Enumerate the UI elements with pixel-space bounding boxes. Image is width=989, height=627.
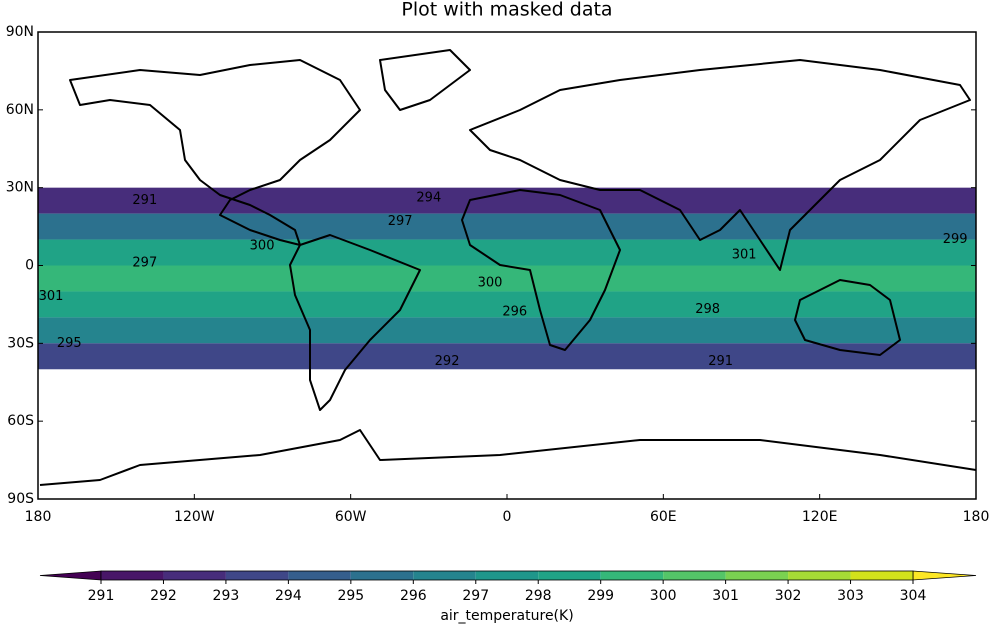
field-band [38,213,976,240]
contour-label: 291 [708,354,733,369]
y-tick-label: 60S [7,413,34,429]
colorbar-tick-label: 291 [88,588,115,604]
x-tick-label: 180 [963,509,989,525]
contour-label: 295 [57,336,82,351]
colorbar-tick-label: 302 [775,588,802,604]
colorbar-tick-label: 298 [525,588,552,604]
colorbar-swatch [475,571,539,580]
colorbar-tick-label: 303 [837,588,864,604]
x-tick-label: 120E [802,509,838,525]
colorbar-swatch [288,571,351,580]
greenland [379,49,471,111]
field-band [38,187,976,214]
colorbar-swatch [413,571,476,580]
y-tick-label: 90S [7,491,34,507]
colorbar-label: air_temperature(K) [440,608,573,624]
contour-label: 292 [435,354,460,369]
y-tick-label: 90N [6,24,34,40]
contour-label: 296 [502,305,527,320]
chart-title: Plot with masked data [401,0,612,21]
field-band [38,291,976,318]
colorbar-swatch [350,571,414,580]
contour-label: 297 [132,255,157,270]
contour-label: 291 [132,193,157,208]
field-band [38,239,976,266]
field-band [38,343,976,370]
contour-label: 301 [732,248,757,263]
colorbar-swatch [538,571,601,580]
field-band [38,265,976,292]
x-tick-label: 60W [335,509,367,525]
colorbar-swatch [850,571,913,580]
colorbar-tick-label: 297 [462,588,489,604]
colorbar-tick-label: 294 [275,588,302,604]
contour-label: 300 [478,275,503,290]
axes: 180 120W 60W 0 60E 120E 180 90N 60N 30N 0 30S 60S 90S [6,24,989,525]
contour-label: 300 [250,239,275,254]
field-band [38,317,976,344]
contour-label: 301 [39,289,64,304]
colorbar: 291 292 293 294 295 296 297 298 299 300 301 302 303 3… [39,570,977,624]
colorbar-swatch [101,571,164,580]
contour-label: 294 [416,191,441,206]
colorbar-tick-label: 293 [213,588,240,604]
y-tick-label: 30S [7,335,34,351]
y-tick-label: 60N [6,102,34,118]
colorbar-over [912,570,977,581]
colorbar-outline [100,570,914,581]
colorbar-swatch [163,571,226,580]
contour-label: 299 [943,232,968,247]
eurasia [469,59,971,271]
colorbar-swatch [663,571,726,580]
colorbar-swatch [788,571,851,580]
colorbar-tick-label: 299 [587,588,614,604]
contour-label: 298 [695,302,720,317]
colorbar-swatch [225,571,289,580]
x-tick-label: 60E [650,509,677,525]
colorbar-tick-label: 295 [337,588,364,604]
colorbar-swatch [600,571,664,580]
y-tick-label: 30N [6,180,34,196]
colorbar-under [39,570,102,581]
africa [461,189,621,351]
y-tick-label: 0 [25,258,34,274]
colorbar-swatch [725,571,789,580]
x-tick-label: 180 [25,509,52,525]
colorbar-tick-label: 300 [650,588,677,604]
colorbar-tick-label: 301 [712,588,739,604]
north-america [69,59,361,246]
colorbar-tick-label: 296 [400,588,427,604]
contour-label: 297 [388,214,413,229]
x-tick-label: 120W [174,509,215,525]
australia [794,279,901,356]
coastlines [39,49,977,486]
x-tick-label: 0 [503,509,512,525]
colorbar-tick-label: 292 [150,588,177,604]
south-america [289,234,421,411]
antarctica [39,429,977,486]
colorbar-tick-label: 304 [900,588,927,604]
